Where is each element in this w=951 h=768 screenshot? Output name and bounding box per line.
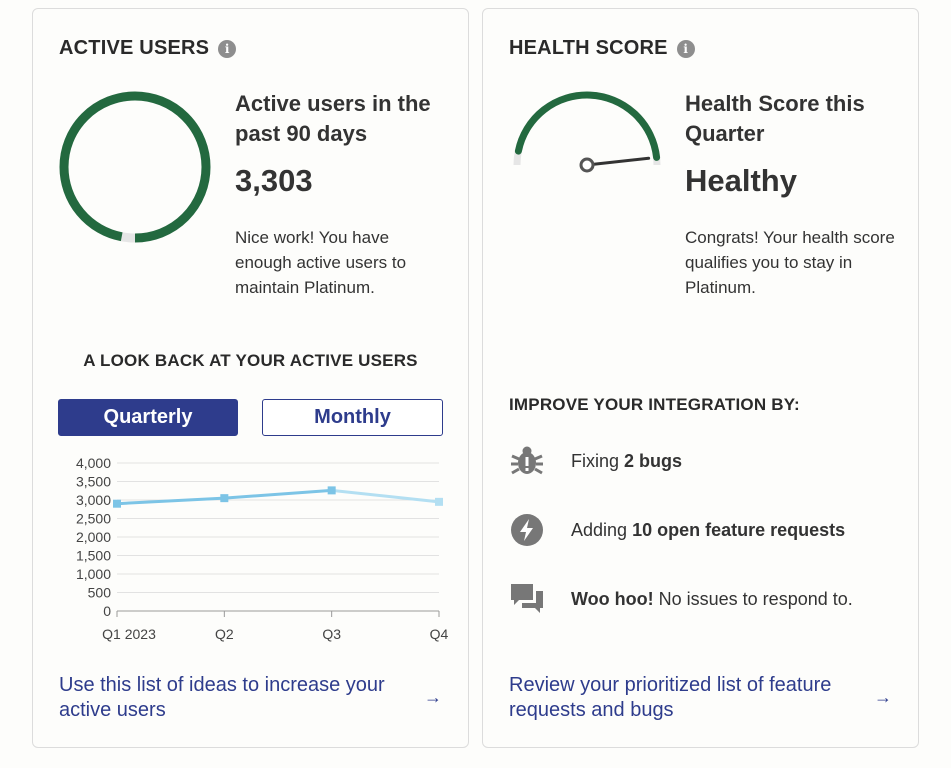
bug-icon <box>509 443 545 479</box>
gauge-track <box>513 91 661 166</box>
active-users-line-chart: 4,000 3,500 3,000 2,500 2,000 1,500 1,000 500 0 Q… <box>76 455 449 642</box>
x-tick-label: Q2 <box>215 626 234 642</box>
monthly-toggle-button[interactable]: Monthly <box>262 399 443 436</box>
active-users-stat-title: Active users in the past 90 days <box>235 91 431 146</box>
ring-progress <box>59 91 211 243</box>
improve-heading: IMPROVE YOUR INTEGRATION BY: <box>509 395 800 414</box>
series-line-segment <box>116 496 225 506</box>
x-tick-label: Q1 2023 <box>102 626 156 642</box>
gauge-pivot <box>579 157 595 173</box>
active-users-title: ACTIVE USERS i <box>59 37 237 60</box>
look-back-heading: A LOOK BACK AT YOUR ACTIVE USERS <box>83 351 418 370</box>
active-users-ring <box>59 91 211 243</box>
x-tick-label: Q4 <box>430 626 449 642</box>
y-tick-label: 2,500 <box>76 511 111 527</box>
arrow-right-icon[interactable]: → <box>874 687 892 707</box>
task-issues-text: Woo hoo! No issues to respond to. <box>571 588 853 609</box>
series-line-segment <box>331 488 440 504</box>
health-score-title: HEALTH SCORE i <box>509 37 695 60</box>
task-issues: Woo hoo! No issues to respond to. <box>509 581 853 617</box>
data-point[interactable] <box>113 499 121 508</box>
health-score-title-text: HEALTH SCORE <box>509 37 668 59</box>
y-tick-label: 4,000 <box>76 455 111 471</box>
active-users-count: 3,303 <box>235 163 313 198</box>
task-fix-bugs: Fixing 2 bugs <box>509 443 682 479</box>
quarterly-toggle-button[interactable]: Quarterly <box>58 399 238 436</box>
y-tick-label: 500 <box>88 585 112 601</box>
task-fix-bugs-text: Fixing 2 bugs <box>571 450 683 471</box>
health-score-card: HEALTH SCORE i Health Score this Quarter… <box>482 8 919 748</box>
increase-active-users-link[interactable]: Use this list of ideas to increase your … <box>59 674 385 721</box>
active-users-description: Nice work! You have enough active users … <box>235 228 407 297</box>
feature-requests-bugs-link[interactable]: Review your prioritized list of feature … <box>509 674 832 721</box>
y-tick-label: 1,500 <box>76 548 111 564</box>
lightning-icon <box>509 512 545 548</box>
gauge-progress <box>514 91 661 161</box>
task-feature-requests: Adding 10 open feature requests <box>509 512 845 548</box>
active-users-title-text: ACTIVE USERS <box>59 37 210 59</box>
y-tick-label: 1,000 <box>76 566 111 582</box>
y-tick-label: 3,500 <box>76 474 111 490</box>
chat-icon <box>509 581 545 617</box>
info-icon[interactable]: i <box>676 39 695 58</box>
y-tick-label: 2,000 <box>76 529 111 545</box>
series-line-segment <box>224 488 332 500</box>
data-point[interactable] <box>435 497 443 506</box>
info-icon[interactable]: i <box>218 39 237 58</box>
data-point[interactable] <box>327 486 336 495</box>
task-feature-requests-text: Adding 10 open feature requests <box>571 519 846 540</box>
health-score-value: Healthy <box>685 163 797 198</box>
arrow-right-icon[interactable]: → <box>424 687 442 707</box>
active-users-card: ACTIVE USERS i Active users in the past … <box>32 8 469 748</box>
gauge-needle <box>585 156 651 167</box>
y-tick-label: 3,000 <box>76 492 111 508</box>
y-tick-label: 0 <box>103 603 111 619</box>
health-score-description: Congrats! Your health score qualifies yo… <box>685 228 895 297</box>
x-tick-label: Q3 <box>322 626 341 642</box>
health-score-stat-title: Health Score this Quarter <box>685 91 865 146</box>
data-point[interactable] <box>220 494 229 503</box>
health-score-gauge <box>513 91 661 173</box>
